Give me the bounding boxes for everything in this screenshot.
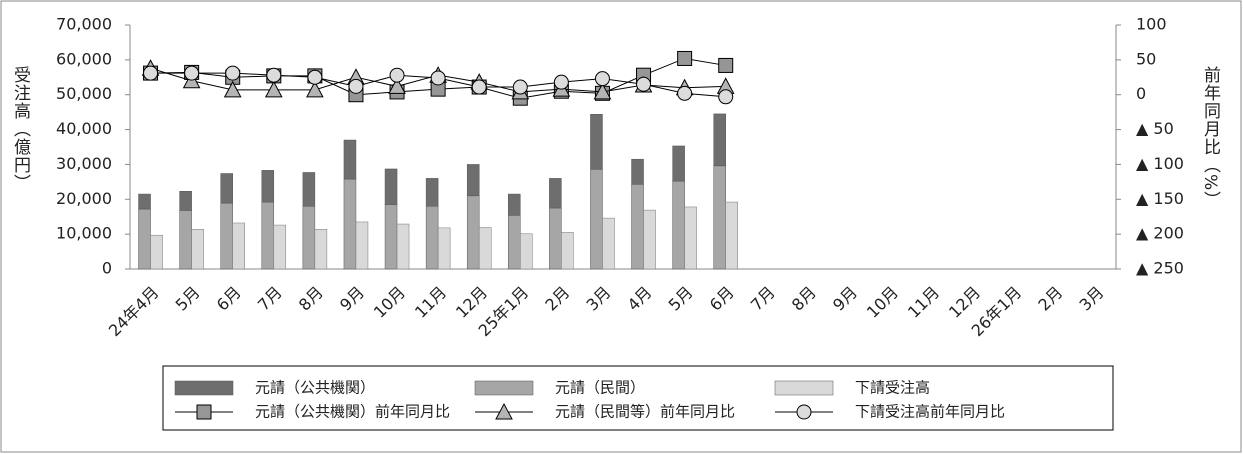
- bar: [672, 180, 685, 270]
- bar: [466, 195, 480, 270]
- y2-tick-label: ▲ 250: [1136, 259, 1184, 278]
- legend-swatch: [474, 380, 534, 396]
- bar: [713, 113, 726, 167]
- y2-tick-label: ▲ 200: [1136, 224, 1184, 243]
- bar: [138, 193, 151, 210]
- legend-marker: [495, 402, 513, 420]
- bar: [549, 207, 562, 270]
- line-marker: [307, 69, 323, 85]
- line-marker: [677, 50, 693, 66]
- legend-label: 元請（公共機関）前年同月比: [255, 403, 450, 421]
- line-marker: [388, 77, 406, 94]
- bar: [725, 201, 738, 270]
- y2-tick-label: 0: [1136, 84, 1146, 103]
- bar: [549, 178, 562, 209]
- legend-label: 下請受注高前年同月比: [855, 403, 1005, 421]
- bar: [191, 229, 204, 270]
- line-marker: [594, 71, 610, 87]
- line-marker: [677, 85, 693, 101]
- legend-marker: [796, 404, 812, 420]
- y2-axis-title: 前年同月比（%）: [1200, 66, 1221, 209]
- line-marker: [512, 79, 528, 95]
- bar: [302, 172, 316, 207]
- bar: [508, 193, 521, 216]
- bar: [138, 208, 151, 270]
- line-marker: [553, 74, 569, 90]
- bar: [590, 169, 603, 270]
- y2-tick-label: 50: [1136, 49, 1156, 68]
- bar: [508, 215, 521, 270]
- bar: [602, 217, 615, 270]
- y-tick-label: 50,000: [56, 84, 112, 103]
- legend-box: [162, 365, 1114, 431]
- line-marker: [184, 65, 200, 81]
- bar: [672, 145, 685, 182]
- bar: [314, 229, 328, 270]
- legend-label: 下請受注高: [855, 379, 930, 397]
- line-marker: [306, 80, 324, 98]
- y-tick-label: 40,000: [56, 119, 112, 138]
- y-tick-label: 10,000: [56, 224, 112, 243]
- bar: [355, 221, 369, 270]
- bar: [466, 164, 480, 197]
- bar: [343, 139, 357, 180]
- y-tick-label: 20,000: [56, 189, 112, 208]
- bar: [561, 232, 574, 270]
- bar: [220, 202, 233, 270]
- y-tick-label: 70,000: [56, 15, 112, 34]
- legend-label: 元請（民間等）前年同月比: [555, 403, 735, 421]
- y-axis-title: 受注高（億円）: [10, 66, 31, 192]
- bar: [232, 222, 245, 270]
- bar: [396, 223, 410, 270]
- legend-swatch: [774, 380, 834, 396]
- bar: [261, 170, 275, 203]
- bar: [179, 210, 192, 270]
- line-marker: [143, 65, 159, 81]
- bar: [425, 206, 439, 270]
- bar: [384, 204, 398, 270]
- y-tick-label: 0: [102, 259, 112, 278]
- bar: [437, 227, 451, 270]
- bar: [684, 206, 697, 270]
- legend-label: 元請（公共機関）: [255, 379, 375, 397]
- bar: [643, 209, 656, 270]
- legend-label: 元請（民間）: [555, 379, 645, 397]
- bar: [273, 224, 287, 270]
- line-marker: [223, 80, 242, 98]
- bar: [631, 158, 644, 185]
- y2-tick-label: ▲ 50: [1136, 119, 1174, 138]
- bar: [220, 173, 233, 204]
- line-marker: [636, 76, 652, 92]
- bar: [590, 113, 603, 170]
- line-marker: [266, 67, 282, 83]
- legend-marker: [196, 404, 212, 420]
- y-tick-label: 30,000: [56, 154, 112, 173]
- bar: [261, 201, 275, 270]
- line-marker: [718, 89, 734, 105]
- bar: [302, 206, 316, 270]
- y-tick-label: 60,000: [56, 49, 112, 68]
- line-marker: [264, 80, 283, 98]
- bar: [631, 184, 644, 270]
- bar: [520, 233, 533, 270]
- bar: [150, 234, 163, 270]
- bar: [384, 168, 398, 205]
- bar: [478, 227, 492, 270]
- line-marker: [389, 67, 405, 83]
- bar: [179, 191, 192, 211]
- legend-swatch: [174, 380, 234, 396]
- line-marker: [225, 65, 241, 81]
- line-marker: [471, 79, 487, 95]
- line-marker: [593, 82, 612, 100]
- y2-tick-label: ▲ 150: [1136, 189, 1184, 208]
- bar: [713, 165, 726, 270]
- bar: [425, 178, 439, 207]
- bar: [343, 178, 357, 270]
- line-marker: [348, 78, 364, 94]
- line-marker: [718, 57, 734, 73]
- y2-tick-label: ▲ 100: [1136, 154, 1184, 173]
- y2-tick-label: 100: [1136, 15, 1167, 34]
- line-marker: [430, 70, 446, 86]
